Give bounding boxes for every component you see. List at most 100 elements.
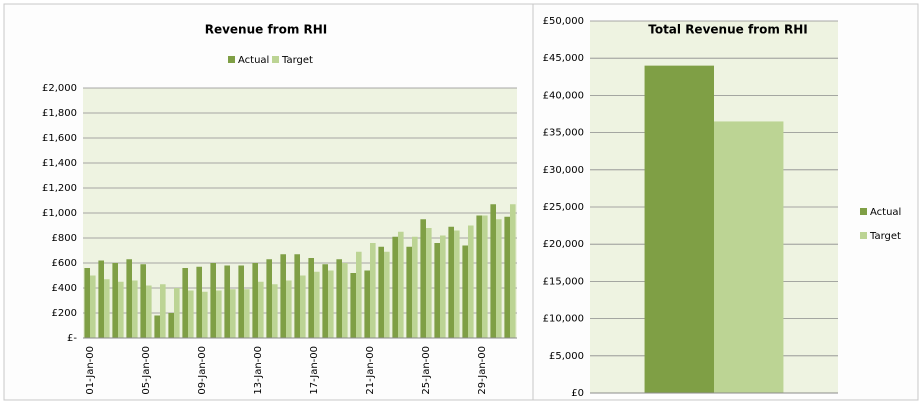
legend-label: Actual: [238, 55, 269, 66]
legend-swatch: [860, 208, 867, 215]
bar: [216, 290, 222, 338]
legend-swatch: [860, 232, 867, 239]
bar: [384, 251, 390, 338]
legend-swatch: [272, 56, 279, 63]
bar: [160, 284, 166, 338]
y-tick-label: £1,800: [42, 108, 77, 119]
legend-label: Target: [869, 231, 901, 242]
bar: [146, 285, 152, 338]
y-tick-label: £0: [571, 388, 584, 399]
y-tick-label: £1,600: [42, 133, 77, 144]
bar: [504, 216, 510, 338]
y-tick-label: £45,000: [543, 53, 584, 64]
x-tick-label: 21-Jan-00: [365, 346, 376, 395]
bar: [174, 288, 180, 338]
y-tick-label: £1,200: [42, 183, 77, 194]
bar: [258, 281, 264, 338]
bar: [448, 226, 454, 338]
bar: [230, 289, 236, 338]
y-tick-label: £1,000: [42, 208, 77, 219]
y-tick-label: £800: [52, 233, 77, 244]
bar: [644, 65, 714, 393]
bar: [342, 263, 348, 338]
bar: [196, 266, 202, 338]
bar: [112, 263, 118, 338]
bar: [98, 260, 104, 338]
bar: [154, 315, 160, 338]
x-tick-label: 05-Jan-00: [141, 346, 152, 395]
bar: [336, 259, 342, 338]
bar: [90, 275, 96, 338]
legend-label: Target: [281, 55, 313, 66]
bar: [238, 265, 244, 338]
bar: [182, 268, 188, 338]
bar: [294, 254, 300, 338]
bar: [126, 259, 132, 338]
bar: [104, 279, 110, 338]
chart-title: Revenue from RHI: [205, 23, 328, 37]
bar: [314, 271, 320, 338]
bar: [244, 289, 250, 338]
y-tick-label: £200: [52, 308, 77, 319]
x-tick-label: 01-Jan-00: [85, 346, 96, 395]
bar: [350, 273, 356, 338]
bar: [132, 280, 138, 338]
legend-label: Actual: [870, 207, 901, 218]
x-tick-label: 29-Jan-00: [477, 346, 488, 395]
bar: [84, 268, 90, 338]
bar: [454, 230, 460, 338]
bar: [266, 259, 272, 338]
bar: [378, 246, 384, 338]
bar: [364, 270, 370, 338]
bar: [510, 204, 516, 338]
bar: [392, 236, 398, 338]
bar: [714, 121, 784, 393]
x-tick-label: 13-Jan-00: [253, 346, 264, 395]
bar: [496, 219, 502, 338]
bar: [426, 228, 432, 338]
bar: [118, 281, 124, 338]
x-tick-label: 25-Jan-00: [421, 346, 432, 395]
y-tick-label: £40,000: [543, 90, 584, 101]
y-tick-label: £10,000: [543, 314, 584, 325]
y-tick-label: £1,400: [42, 158, 77, 169]
x-tick-label: 17-Jan-00: [309, 346, 320, 395]
bar: [490, 204, 496, 338]
bar: [322, 264, 328, 338]
y-tick-label: £35,000: [543, 128, 584, 139]
bar: [356, 251, 362, 338]
bar: [420, 219, 426, 338]
bar: [328, 270, 334, 338]
y-tick-label: £20,000: [543, 239, 584, 250]
x-tick-label: 09-Jan-00: [197, 346, 208, 395]
bar: [272, 284, 278, 338]
y-tick-label: £15,000: [543, 276, 584, 287]
bar: [434, 243, 440, 338]
bar: [476, 215, 482, 338]
y-tick-label: £5,000: [549, 351, 584, 362]
y-tick-label: £2,000: [42, 83, 77, 94]
bar: [406, 246, 412, 338]
bar: [140, 264, 146, 338]
bar: [202, 291, 208, 338]
legend-swatch: [228, 56, 235, 63]
bar: [224, 265, 230, 338]
bar: [188, 290, 194, 338]
bar: [300, 275, 306, 338]
bar: [210, 263, 216, 338]
bar: [468, 225, 474, 338]
bar: [462, 245, 468, 338]
y-tick-label: £30,000: [543, 165, 584, 176]
bar: [280, 254, 286, 338]
bar: [412, 236, 418, 338]
bar: [398, 231, 404, 338]
y-tick-label: £25,000: [543, 202, 584, 213]
bar: [440, 235, 446, 338]
bar: [168, 313, 174, 338]
bar: [252, 263, 258, 338]
y-tick-label: £600: [52, 258, 77, 269]
y-tick-label: £400: [52, 283, 77, 294]
bar: [370, 243, 376, 338]
y-tick-label: £-: [67, 333, 77, 344]
